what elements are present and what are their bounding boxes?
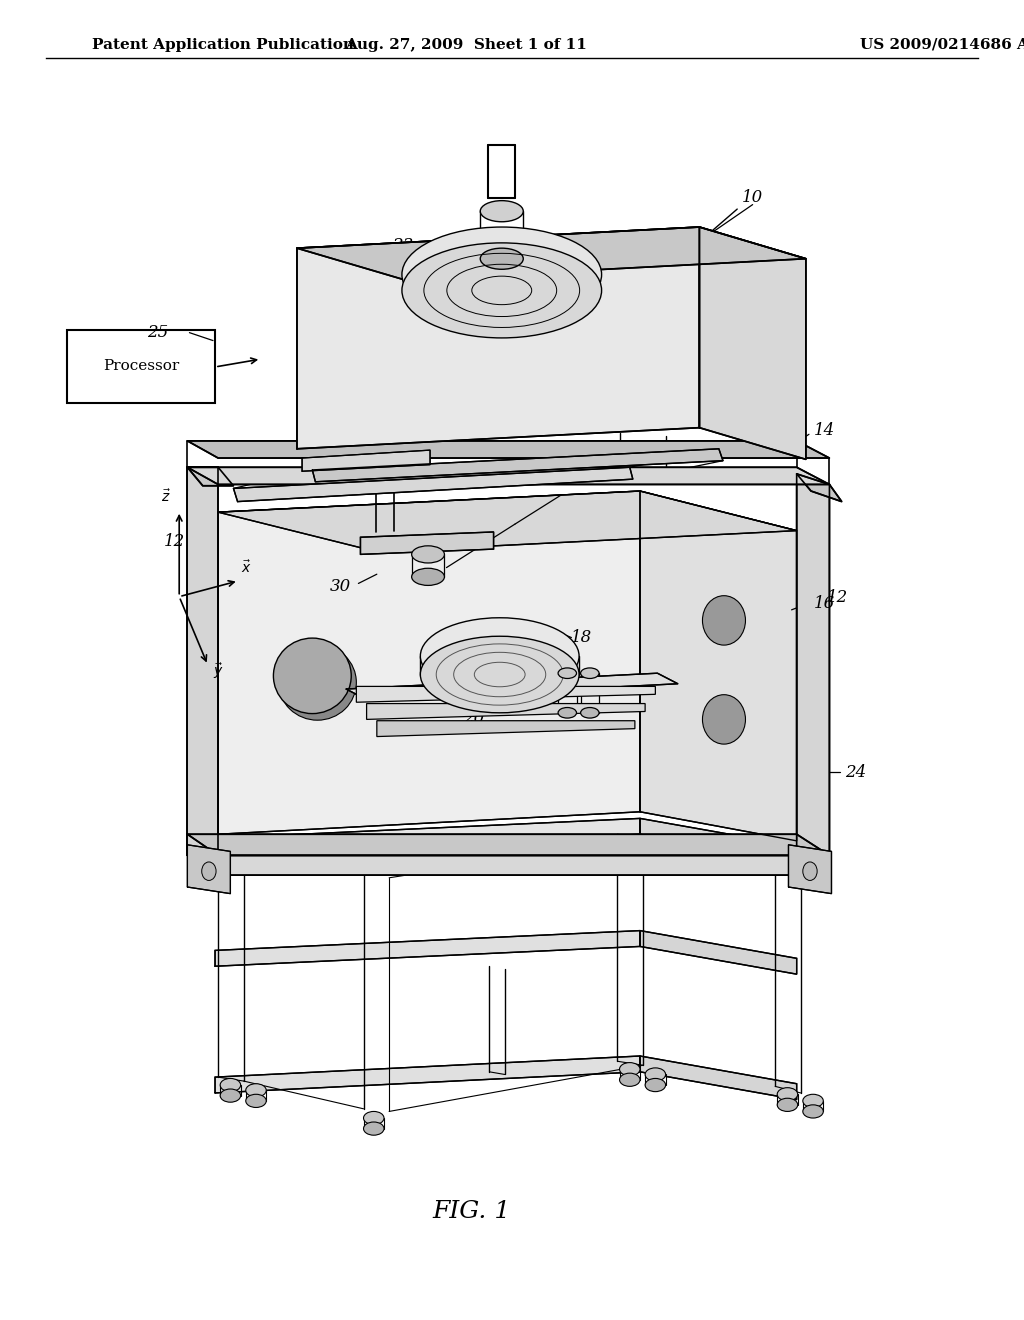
Polygon shape [297,227,699,449]
Polygon shape [187,441,829,458]
Polygon shape [640,818,797,862]
Text: Patent Application Publication: Patent Application Publication [92,38,354,51]
Polygon shape [187,855,829,875]
Ellipse shape [480,201,523,222]
Ellipse shape [777,1098,798,1111]
Polygon shape [297,227,806,280]
Text: 22: 22 [454,339,474,355]
Ellipse shape [702,694,745,744]
Ellipse shape [364,1122,384,1135]
Text: 10: 10 [742,190,763,206]
Ellipse shape [702,595,745,645]
Ellipse shape [246,1084,266,1097]
Polygon shape [640,491,797,841]
Ellipse shape [486,624,564,701]
Text: Aug. 27, 2009  Sheet 1 of 11: Aug. 27, 2009 Sheet 1 of 11 [345,38,587,51]
Ellipse shape [558,708,577,718]
Polygon shape [302,450,430,471]
Polygon shape [346,673,678,700]
Polygon shape [187,467,218,855]
Circle shape [202,862,216,880]
Ellipse shape [803,1094,823,1107]
Polygon shape [699,227,806,459]
Text: 16: 16 [814,595,835,611]
Polygon shape [218,491,640,834]
Ellipse shape [273,638,351,714]
Polygon shape [640,1056,797,1100]
Text: FIG. 1: FIG. 1 [432,1200,510,1224]
Text: $\vec{x}$: $\vec{x}$ [242,560,252,576]
Ellipse shape [220,1078,241,1092]
Ellipse shape [492,631,569,708]
Circle shape [803,862,817,880]
Polygon shape [797,474,829,875]
Polygon shape [187,834,829,855]
Text: 25: 25 [147,325,168,341]
Polygon shape [377,721,635,737]
Ellipse shape [364,1111,384,1125]
Text: 26: 26 [540,652,560,668]
Polygon shape [218,491,797,552]
Polygon shape [215,818,640,855]
FancyBboxPatch shape [67,330,215,403]
Ellipse shape [401,243,602,338]
Ellipse shape [246,1094,266,1107]
Polygon shape [788,845,831,894]
Text: 24: 24 [846,764,866,780]
Polygon shape [215,931,640,966]
Polygon shape [312,449,723,482]
Text: US 2009/0214686 A1: US 2009/0214686 A1 [860,38,1024,51]
Ellipse shape [581,668,599,678]
Ellipse shape [645,1078,666,1092]
Text: 18: 18 [571,630,592,645]
Ellipse shape [803,1105,823,1118]
Text: Processor: Processor [102,359,179,374]
Polygon shape [797,474,842,502]
Polygon shape [356,686,655,702]
Ellipse shape [401,227,602,322]
Ellipse shape [620,1073,640,1086]
Ellipse shape [412,546,444,564]
Ellipse shape [220,1089,241,1102]
Ellipse shape [480,248,523,269]
Ellipse shape [581,708,599,718]
Polygon shape [187,467,829,484]
Text: $\vec{y}$: $\vec{y}$ [213,661,223,681]
Polygon shape [360,532,494,554]
Text: 14: 14 [814,422,835,438]
Polygon shape [367,704,645,719]
Ellipse shape [558,668,577,678]
Polygon shape [215,1056,640,1093]
Ellipse shape [777,1088,798,1101]
Polygon shape [187,467,233,486]
Text: 20: 20 [464,710,484,726]
Text: 12: 12 [827,590,848,606]
Polygon shape [233,467,633,502]
Ellipse shape [620,1063,640,1076]
Text: $\vec{z}$: $\vec{z}$ [161,488,171,504]
Text: 23: 23 [392,238,413,253]
Ellipse shape [279,644,356,721]
Polygon shape [640,931,797,974]
Text: 12: 12 [164,533,184,549]
Ellipse shape [420,618,580,694]
Polygon shape [187,845,230,894]
Ellipse shape [645,1068,666,1081]
Ellipse shape [412,568,444,586]
Text: 30: 30 [330,578,350,594]
Ellipse shape [420,636,580,713]
